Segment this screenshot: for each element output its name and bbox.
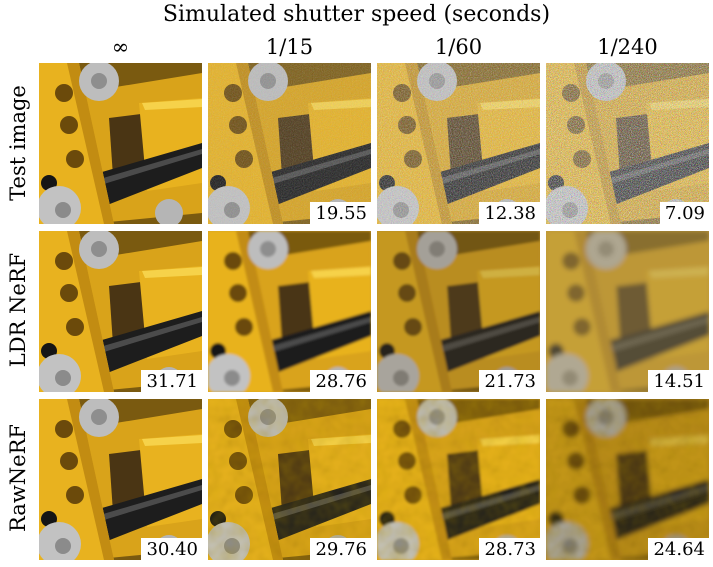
column-label-1-240: 1/240 bbox=[597, 35, 658, 59]
row-label-rawnerf: RawNeRF bbox=[6, 424, 30, 532]
psnr-score: 29.76 bbox=[310, 538, 371, 560]
column-label-infinity: ∞ bbox=[111, 35, 130, 59]
test-image-tile-1-60: 12.38 bbox=[377, 63, 540, 224]
psnr-score: 14.51 bbox=[648, 370, 709, 392]
psnr-score: 31.71 bbox=[141, 370, 202, 392]
psnr-score: 21.73 bbox=[479, 370, 540, 392]
figure-title: Simulated shutter speed (seconds) bbox=[162, 2, 551, 27]
ldr-nerf-tile-infinity: 31.71 bbox=[39, 231, 202, 392]
rawnerf-tile-1-60: 28.73 bbox=[377, 399, 540, 560]
psnr-score: 7.09 bbox=[659, 202, 709, 224]
test-image-tile-1-240: 7.09 bbox=[546, 63, 709, 224]
psnr-score: 19.55 bbox=[310, 202, 371, 224]
ldr-nerf-tile-1-240: 14.51 bbox=[546, 231, 709, 392]
row-label-ldr-nerf: LDR NeRF bbox=[6, 252, 30, 368]
rawnerf-tile-1-15: 29.76 bbox=[208, 399, 371, 560]
psnr-score: 12.38 bbox=[479, 202, 540, 224]
ldr-nerf-tile-1-15: 28.76 bbox=[208, 231, 371, 392]
psnr-score: 28.73 bbox=[479, 538, 540, 560]
column-label-1-60: 1/60 bbox=[434, 35, 483, 59]
psnr-score: 24.64 bbox=[648, 538, 709, 560]
psnr-score: 30.40 bbox=[141, 538, 202, 560]
row-label-test-image: Test image bbox=[6, 85, 30, 201]
psnr-score: 28.76 bbox=[310, 370, 371, 392]
test-image-tile-1-15: 19.55 bbox=[208, 63, 371, 224]
rawnerf-tile-1-240: 24.64 bbox=[546, 399, 709, 560]
ldr-nerf-tile-1-60: 21.73 bbox=[377, 231, 540, 392]
column-label-1-15: 1/15 bbox=[265, 35, 314, 59]
rawnerf-tile-infinity: 30.40 bbox=[39, 399, 202, 560]
test-image-tile-infinity bbox=[39, 63, 202, 224]
